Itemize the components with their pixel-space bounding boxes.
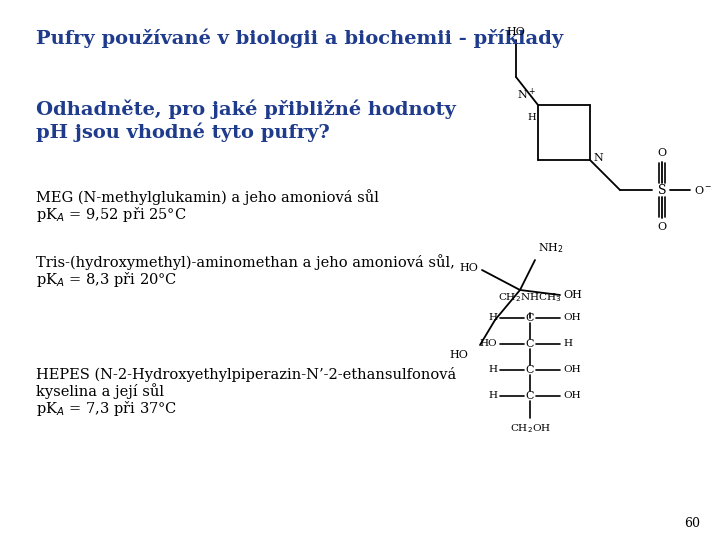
Text: HO: HO	[459, 263, 478, 273]
Text: H: H	[488, 314, 497, 322]
Text: HO: HO	[480, 340, 497, 348]
Text: OH: OH	[563, 366, 580, 375]
Text: H: H	[488, 366, 497, 375]
Text: pK$_A$ = 8,3 při 20°C: pK$_A$ = 8,3 při 20°C	[36, 270, 177, 289]
Text: C: C	[526, 391, 534, 401]
Text: pH jsou vhodné tyto pufry?: pH jsou vhodné tyto pufry?	[36, 122, 330, 142]
Text: HO: HO	[449, 350, 468, 360]
Text: HO: HO	[507, 27, 526, 37]
Text: MEG (N-methylglukamin) a jeho amoniová sůl: MEG (N-methylglukamin) a jeho amoniová s…	[36, 189, 379, 205]
Text: O: O	[657, 222, 667, 232]
Text: Pufry používané v biologii a biochemii - příklady: Pufry používané v biologii a biochemii -…	[36, 28, 563, 48]
Text: HEPES (N-2-Hydroxyethylpiperazin-N’-2-ethansulfonová: HEPES (N-2-Hydroxyethylpiperazin-N’-2-et…	[36, 367, 456, 382]
Text: NH$_2$: NH$_2$	[538, 241, 564, 255]
Text: Tris-(hydroxymethyl)-aminomethan a jeho amoniová sůl,: Tris-(hydroxymethyl)-aminomethan a jeho …	[36, 254, 455, 269]
Text: C: C	[526, 365, 534, 375]
Text: S: S	[658, 184, 666, 197]
Text: O: O	[657, 148, 667, 158]
Text: C: C	[526, 313, 534, 323]
Text: 60: 60	[684, 517, 700, 530]
Text: OH: OH	[563, 290, 582, 300]
Text: OH: OH	[563, 314, 580, 322]
Text: CH$_2$NHCH$_3$: CH$_2$NHCH$_3$	[498, 291, 562, 304]
Text: H: H	[563, 340, 572, 348]
Text: pK$_A$ = 7,3 při 37°C: pK$_A$ = 7,3 při 37°C	[36, 399, 177, 418]
Text: N: N	[593, 153, 603, 163]
Text: O$^-$: O$^-$	[694, 184, 712, 196]
Text: N$^+$: N$^+$	[517, 87, 536, 102]
Text: H: H	[488, 392, 497, 401]
Text: H: H	[527, 113, 536, 122]
Text: pK$_A$ = 9,52 při 25°C: pK$_A$ = 9,52 při 25°C	[36, 205, 186, 224]
Text: OH: OH	[563, 392, 580, 401]
Text: CH$_2$OH: CH$_2$OH	[510, 422, 551, 435]
Text: C: C	[526, 339, 534, 349]
Text: kyselina a její sůl: kyselina a její sůl	[36, 383, 164, 399]
Text: Odhadněte, pro jaké přibližné hodnoty: Odhadněte, pro jaké přibližné hodnoty	[36, 100, 456, 119]
